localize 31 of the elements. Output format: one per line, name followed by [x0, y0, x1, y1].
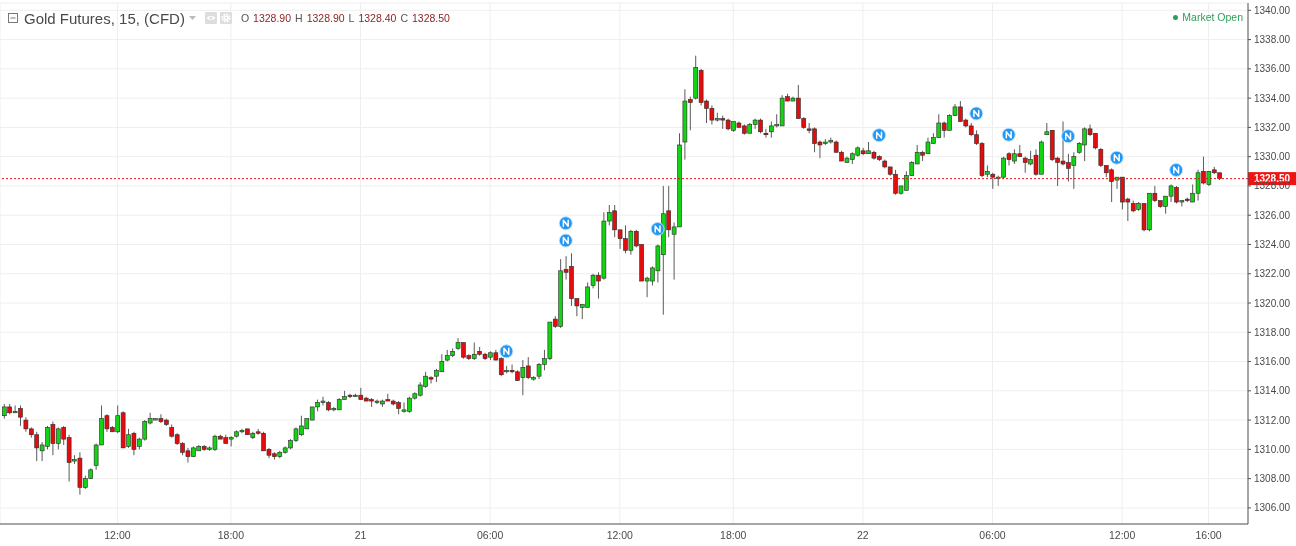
y-tick-label: 1308.00 — [1254, 473, 1291, 485]
x-tick-label: 21 — [354, 529, 367, 542]
x-tick-label: 12:00 — [1109, 529, 1136, 542]
x-tick-label: 06:00 — [477, 529, 504, 542]
y-tick-label: 1310.00 — [1254, 443, 1291, 455]
x-tick-label: 12:00 — [104, 529, 131, 542]
y-tick-label: 1334.00 — [1254, 92, 1291, 104]
y-tick-label: 1306.00 — [1254, 502, 1291, 514]
y-tick-label: 1338.00 — [1254, 34, 1291, 46]
y-tick-label: 1320.00 — [1254, 297, 1291, 309]
y-tick-label: 1340.00 — [1254, 4, 1291, 16]
annotation: Market Open — [1182, 11, 1243, 23]
x-tick-label: 12:00 — [606, 529, 634, 542]
x-tick-label: 22 — [857, 529, 869, 542]
y-tick-label: 1332.00 — [1254, 121, 1291, 133]
y-tick-label: 1322.00 — [1254, 268, 1291, 280]
y-tick-label: 1336.00 — [1254, 63, 1291, 75]
text: O 1328.90 H 1328.90 L 1328.40 C 1328.50 — [240, 12, 450, 24]
x-tick-label: 18:00 — [217, 529, 245, 542]
y-tick-label: 1314.00 — [1254, 385, 1291, 397]
y-tick-label: 1330.00 — [1254, 151, 1291, 163]
x-tick-label: 16:00 — [1195, 529, 1222, 542]
y-tick-label: 1324.00 — [1254, 239, 1291, 251]
candlestick — [763, 128, 769, 139]
chart-title: Gold Futures, 15, (CFD) — [24, 9, 185, 27]
y-tick-label: 1326.00 — [1254, 209, 1291, 221]
y-tick-label: 1318.00 — [1254, 326, 1291, 338]
y-tick-label: 1312.00 — [1254, 414, 1291, 426]
y-tick-label: 1316.00 — [1254, 356, 1291, 368]
x-tick-label: 18:00 — [720, 529, 747, 542]
x-tick-label: 06:00 — [979, 529, 1006, 542]
